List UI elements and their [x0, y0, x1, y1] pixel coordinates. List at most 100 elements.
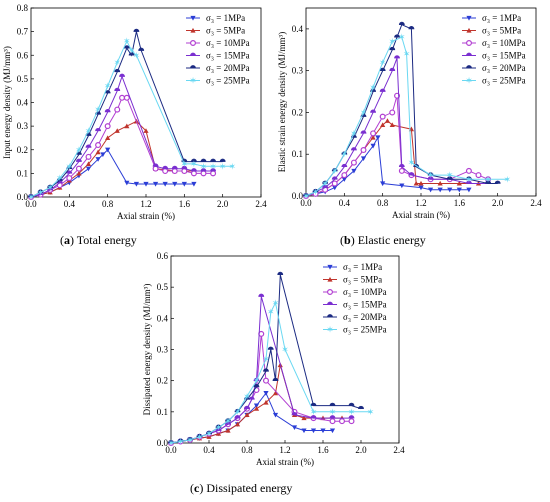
data-point: [418, 185, 424, 191]
data-point: [466, 187, 472, 193]
legend-label: σ₃ = 5MPa: [482, 26, 521, 36]
data-point: [437, 187, 443, 193]
data-point: ✶: [186, 436, 194, 446]
data-point: [379, 113, 386, 120]
data-point: [85, 166, 92, 172]
y-tick-label: 0.4: [292, 24, 304, 34]
x-tick-label: 0.4: [203, 445, 215, 455]
legend-marker: [190, 65, 196, 69]
data-point: ✶: [310, 408, 318, 418]
data-point: ✶: [253, 377, 261, 387]
y-tick-label: 0.2: [17, 145, 28, 155]
data-point: ✶: [167, 439, 175, 449]
data-point: ✶: [331, 167, 339, 177]
data-point: [348, 402, 355, 406]
legend-label: σ₃ = 15MPa: [206, 51, 250, 61]
data-point: ✶: [281, 346, 289, 356]
data-point: ✶: [408, 159, 416, 169]
data-point: [152, 163, 159, 167]
data-point: [272, 390, 279, 396]
y-tick-label: 0.0: [292, 191, 304, 201]
data-point: [494, 180, 501, 184]
data-point: [379, 88, 386, 92]
y-tick-label: 0.6: [17, 50, 29, 60]
data-point: [427, 187, 434, 193]
data-point: [465, 167, 472, 174]
data-point: ✶: [104, 82, 112, 92]
data-point: [258, 293, 265, 297]
data-point: [162, 165, 169, 169]
data-point: [301, 428, 307, 434]
data-point: [225, 427, 231, 433]
legend-label: σ₃ = 25MPa: [206, 76, 250, 86]
legend-label: σ₃ = 20MPa: [206, 63, 250, 73]
data-point: [389, 122, 395, 128]
data-point: [114, 68, 121, 73]
y-tick-label: 0.1: [17, 168, 28, 178]
data-point: [332, 185, 338, 191]
data-point: ✶: [37, 188, 45, 198]
legend: σ₃ = 1MPa σ₃ = 5MPa σ₃ = 10MPa σ₃ = 15MPa σ₃…: [462, 13, 526, 87]
data-point: [114, 128, 120, 133]
data-point: [291, 425, 298, 431]
legend: σ₃ = 1MPa σ₃ = 5MPa σ₃ = 10MPa σ₃ = 15MPa σ₃…: [186, 13, 250, 87]
legend-marker: ✶: [189, 77, 197, 87]
data-point: [114, 106, 121, 113]
data-point: ✶: [272, 299, 280, 309]
data-point: ✶: [94, 106, 102, 116]
x-tick-label: 0.0: [25, 199, 37, 209]
data-point: [143, 128, 149, 133]
x-tick-label: 0.8: [241, 445, 253, 455]
data-point: [253, 384, 260, 388]
legend-label: σ₃ = 5MPa: [206, 26, 245, 36]
data-point: [398, 21, 405, 26]
data-point: [375, 135, 381, 141]
x-axis-label: Axial strain (%): [256, 457, 314, 467]
caption-letter: c: [194, 481, 200, 495]
y-tick-label: 0.7: [17, 27, 29, 37]
data-point: [437, 180, 443, 186]
data-point: [446, 176, 453, 180]
legend-label: σ₃ = 1MPa: [206, 13, 245, 23]
data-point: [124, 123, 130, 129]
legend-label: σ₃ = 1MPa: [482, 13, 521, 23]
data-point: [322, 184, 329, 188]
data-point: [408, 172, 415, 176]
x-tick-label: 0.8: [377, 198, 389, 208]
data-point: [398, 163, 405, 168]
data-point: [123, 94, 130, 101]
data-point: [152, 181, 159, 187]
data-point: ✶: [427, 171, 435, 181]
data-point: [263, 399, 269, 405]
data-point: [399, 183, 405, 189]
legend-marker: [327, 289, 334, 296]
data-point: ✶: [312, 188, 320, 198]
x-tick-label: 1.2: [140, 199, 151, 209]
data-point: ✶: [348, 408, 356, 418]
legend-label: σ₃ = 10MPa: [343, 287, 387, 297]
data-point: [277, 271, 284, 275]
legend-label: σ₃ = 20MPa: [343, 312, 387, 322]
data-point: [341, 172, 348, 179]
data-point: [370, 130, 377, 137]
data-point: ✶: [503, 175, 511, 185]
x-tick-label: 2.0: [355, 445, 367, 455]
data-point: ✶: [398, 33, 406, 43]
data-point: [475, 172, 482, 179]
data-point: [394, 34, 400, 38]
legend-marker: [190, 15, 196, 21]
data-point: ✶: [181, 160, 189, 170]
data-point: [253, 406, 260, 411]
series-2: [168, 330, 355, 447]
data-point: ✶: [403, 50, 411, 60]
y-tick-label: 0.3: [157, 345, 169, 355]
x-tick-label: 2.0: [217, 199, 229, 209]
data-point: [348, 415, 355, 419]
y-tick-label: 0.4: [17, 98, 29, 108]
data-point: [200, 168, 207, 172]
x-tick-label: 2.4: [393, 445, 405, 455]
data-point: [66, 175, 73, 182]
x-tick-label: 1.2: [415, 198, 426, 208]
data-point: [263, 368, 269, 372]
data-point: [219, 158, 226, 162]
